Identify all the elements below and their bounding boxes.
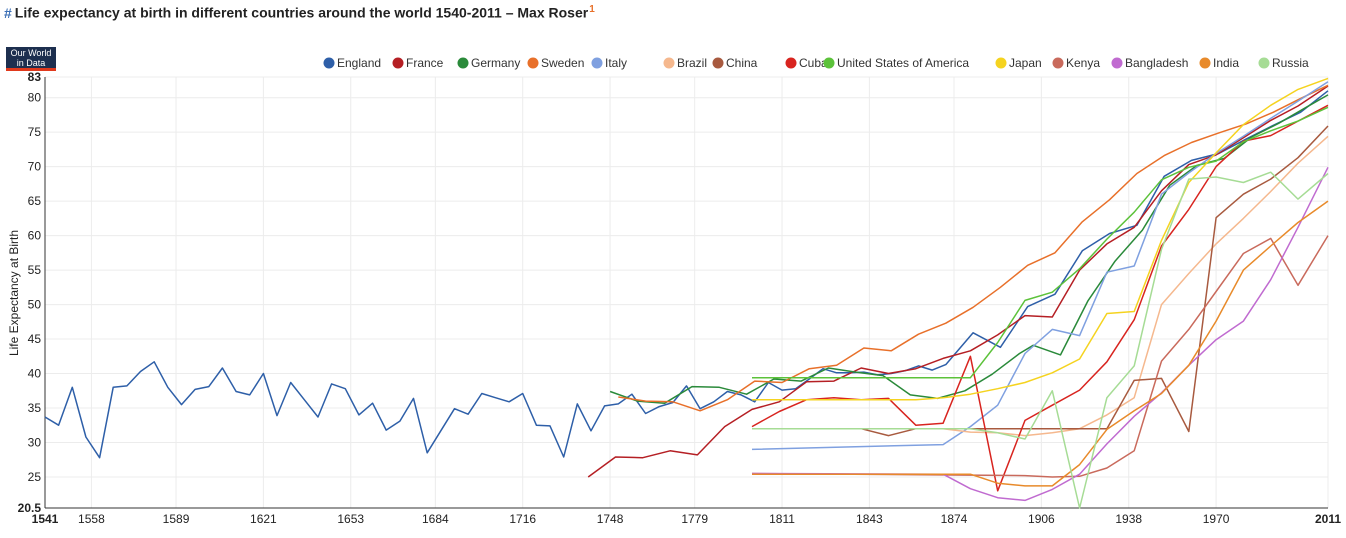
x-tick-label: 1589	[163, 512, 190, 526]
our-world-in-data-logo: Our World in Data	[6, 47, 56, 71]
legend-item-germany[interactable]: Germany	[457, 56, 521, 70]
y-tick-label: 55	[28, 263, 42, 277]
x-tick-label: 1748	[597, 512, 624, 526]
y-tick-label: 60	[28, 229, 42, 243]
legend-marker-sweden	[527, 57, 539, 69]
series-line-china	[752, 125, 1329, 437]
legend-marker-italy	[591, 57, 603, 69]
legend-label-germany: Germany	[471, 56, 520, 70]
series-line-france	[587, 85, 1329, 478]
legend-label-russia: Russia	[1272, 56, 1309, 70]
x-tick-label: 1653	[337, 512, 364, 526]
legend-item-sweden[interactable]: Sweden	[527, 56, 585, 70]
legend-marker-russia	[1258, 57, 1270, 69]
chart-title-text: Life expectancy at birth in different co…	[14, 4, 589, 21]
series-lines	[44, 77, 1329, 509]
series-line-japan	[752, 77, 1329, 401]
legend-item-cuba[interactable]: Cuba	[785, 56, 829, 70]
legend-label-bangladesh: Bangladesh	[1125, 56, 1188, 70]
series-line-italy	[751, 81, 1329, 451]
legend-item-japan[interactable]: Japan	[995, 56, 1042, 70]
legend-marker-cuba	[785, 57, 797, 69]
legend-label-cuba: Cuba	[799, 56, 828, 70]
x-tick-label: 1970	[1203, 512, 1230, 526]
y-tick-label: 45	[28, 332, 42, 346]
legend-label-brazil: Brazil	[677, 56, 707, 70]
series-line-bangladesh	[751, 166, 1329, 502]
legend-marker-germany	[457, 57, 469, 69]
x-tick-label: 1843	[856, 512, 883, 526]
series-line-united-states-of-america	[752, 106, 1329, 379]
legend-label-england: England	[337, 56, 381, 70]
chart-title: # Life expectancy at birth in different c…	[4, 4, 595, 21]
footnote-marker[interactable]: 1	[589, 4, 595, 15]
x-tick-label: 1558	[78, 512, 105, 526]
legend-marker-china	[712, 57, 724, 69]
x-tick-label: 1938	[1115, 512, 1142, 526]
series-line-sweden	[618, 84, 1329, 412]
y-tick-label: 25	[28, 470, 42, 484]
y-tick-label: 70	[28, 160, 42, 174]
legend-item-india[interactable]: India	[1199, 56, 1240, 70]
legend-item-united-states-of-america[interactable]: United States of America	[823, 56, 970, 70]
series-line-russia	[752, 171, 1329, 509]
legend-label-france: France	[406, 56, 444, 70]
y-tick-label: 20.5	[18, 501, 42, 515]
legend-label-india: India	[1213, 56, 1239, 70]
legend-item-france[interactable]: France	[392, 56, 444, 70]
y-tick-label: 30	[28, 435, 42, 449]
legend-label-japan: Japan	[1009, 56, 1042, 70]
logo-line-2: in Data	[16, 58, 46, 68]
y-tick-label: 75	[28, 125, 42, 139]
x-tick-label: 2011	[1315, 512, 1341, 526]
x-tick-label: 1906	[1028, 512, 1055, 526]
legend-marker-bangladesh	[1111, 57, 1123, 69]
grid-lines	[44, 76, 1329, 509]
legend-item-brazil[interactable]: Brazil	[663, 56, 708, 70]
series-line-cuba	[751, 104, 1329, 492]
legend-marker-kenya	[1052, 57, 1064, 69]
legend-item-bangladesh[interactable]: Bangladesh	[1111, 56, 1189, 70]
y-tick-label: 83	[28, 70, 42, 84]
x-tick-label: 1621	[250, 512, 277, 526]
x-tick-label: 1716	[509, 512, 536, 526]
legend-item-kenya[interactable]: Kenya	[1052, 56, 1101, 70]
series-line-brazil	[752, 135, 1329, 437]
legend-marker-united-states-of-america	[823, 57, 835, 69]
y-tick-label: 80	[28, 91, 42, 105]
legend-label-italy: Italy	[605, 56, 627, 70]
legend-marker-brazil	[663, 57, 675, 69]
legend-item-england[interactable]: England	[323, 56, 382, 70]
y-axis-title: Life Expectancy at Birth	[7, 230, 21, 356]
permalink-hash[interactable]: #	[4, 4, 12, 21]
legend-marker-england	[323, 57, 335, 69]
legend-label-united-states-of-america: United States of America	[837, 56, 969, 70]
axes: 1541 1558 1589 1621 1653 1684 1716 1748 1779 1811…	[18, 70, 1342, 526]
legend-marker-france	[392, 57, 404, 69]
series-line-england	[44, 90, 1329, 459]
x-tick-label: 1541	[32, 512, 59, 526]
legend-item-russia[interactable]: Russia	[1258, 56, 1310, 70]
series-line-kenya	[751, 235, 1329, 478]
series-line-germany	[609, 94, 1329, 404]
legend-label-sweden: Sweden	[541, 56, 584, 70]
legend-marker-india	[1199, 57, 1211, 69]
y-tick-label: 35	[28, 401, 42, 415]
legend-item-china[interactable]: China	[712, 56, 758, 70]
x-tick-label: 1684	[422, 512, 449, 526]
legend: England France Germany Sweden Italy Brazil Chi…	[323, 56, 1310, 70]
legend-item-italy[interactable]: Italy	[591, 56, 628, 70]
logo-line-1: Our World	[10, 48, 52, 58]
y-tick-label: 50	[28, 298, 42, 312]
y-tick-label: 40	[28, 367, 42, 381]
legend-label-kenya: Kenya	[1066, 56, 1100, 70]
series-line-india	[752, 200, 1329, 487]
x-tick-label: 1874	[941, 512, 968, 526]
legend-marker-japan	[995, 57, 1007, 69]
x-tick-label: 1779	[681, 512, 708, 526]
x-tick-label: 1811	[769, 512, 795, 526]
y-tick-label: 65	[28, 194, 42, 208]
legend-label-china: China	[726, 56, 758, 70]
